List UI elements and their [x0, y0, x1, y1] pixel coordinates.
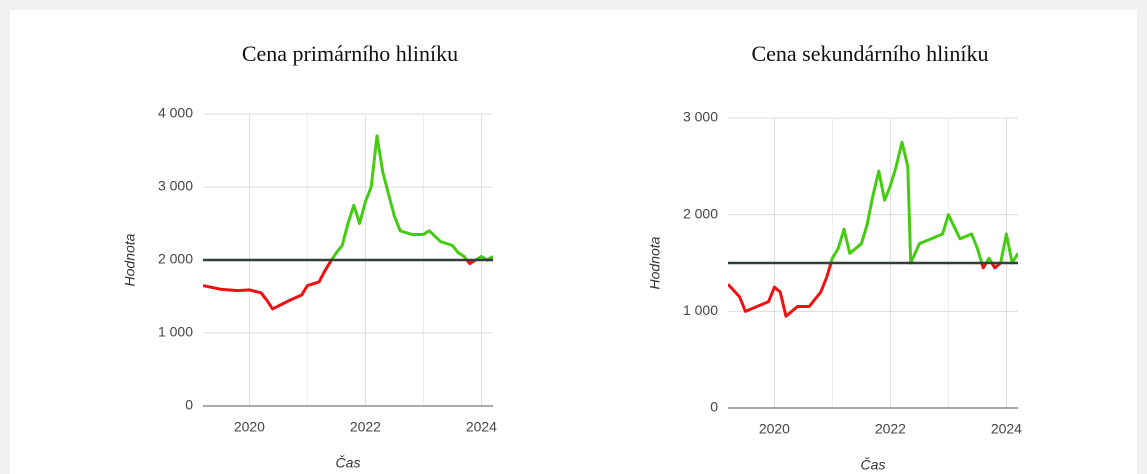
data-line-above: [829, 140, 1018, 263]
chart-title: Cena sekundárního hliníku: [751, 41, 988, 66]
y-tick-label: 2 000: [158, 251, 193, 267]
chart-title: Cena primárního hliníku: [242, 41, 458, 66]
x-axis-title: Čas: [336, 455, 361, 471]
data-line-above: [329, 134, 493, 260]
y-axis-title: Hodnota: [647, 236, 663, 289]
x-tick-label: 2022: [350, 419, 381, 435]
x-tick-label: 2020: [234, 419, 265, 435]
x-tick-label: 2024: [991, 421, 1022, 437]
data-line-below: [728, 263, 1014, 318]
y-tick-label: 2 000: [683, 205, 718, 221]
y-tick-label: 0: [710, 399, 718, 415]
x-tick-label: 2020: [759, 421, 790, 437]
y-tick-label: 1 000: [158, 324, 193, 340]
y-tick-label: 3 000: [158, 178, 193, 194]
x-tick-label: 2022: [875, 421, 906, 437]
x-axis-title: Čas: [861, 457, 886, 473]
data-line-below: [203, 260, 491, 311]
y-axis-title: Hodnota: [122, 233, 138, 286]
y-tick-label: 1 000: [683, 302, 718, 318]
y-tick-label: 0: [185, 397, 193, 413]
y-tick-label: 3 000: [683, 109, 718, 125]
x-tick-label: 2024: [466, 419, 497, 435]
card: [10, 10, 1137, 474]
y-tick-label: 4 000: [158, 105, 193, 121]
